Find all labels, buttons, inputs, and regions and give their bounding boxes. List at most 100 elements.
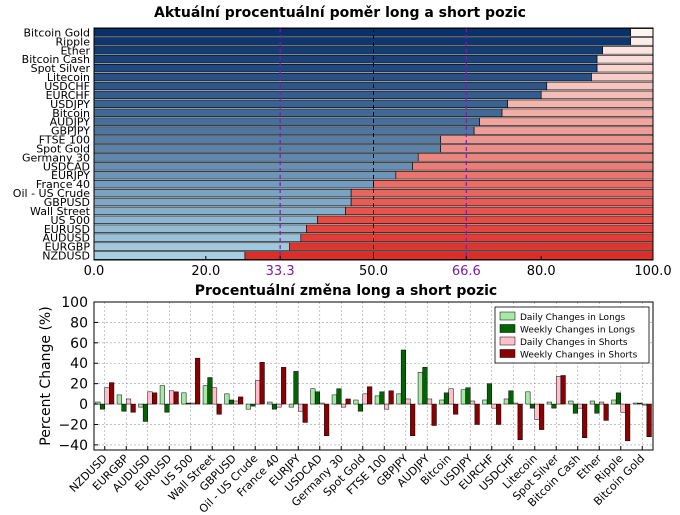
bar-weekly-changes-in-longs <box>551 403 557 409</box>
category-label: AUDUSD <box>42 232 90 245</box>
bar-weekly-changes-in-shorts <box>560 375 566 405</box>
short-bar <box>596 55 654 64</box>
bar-daily-changes-in-longs <box>568 400 574 405</box>
bar-weekly-changes-in-longs <box>379 391 385 405</box>
short-bar <box>350 188 654 198</box>
bar-weekly-changes-in-shorts <box>238 396 244 405</box>
bar-weekly-changes-in-shorts <box>388 390 394 405</box>
bar-daily-changes-in-longs <box>611 399 617 405</box>
long-bar <box>93 28 631 37</box>
bar-weekly-changes-in-longs <box>572 403 579 414</box>
bar-daily-changes-in-longs <box>396 393 402 405</box>
bar-daily-changes-in-shorts <box>104 387 110 405</box>
short-bar <box>507 99 654 109</box>
bar-daily-changes-in-longs <box>331 394 337 405</box>
long-bar <box>93 126 475 135</box>
bar-weekly-changes-in-longs <box>486 383 492 405</box>
bar-weekly-changes-in-longs <box>271 403 277 410</box>
bar-daily-changes-in-longs <box>482 399 488 405</box>
bar-daily-changes-in-shorts <box>620 403 626 413</box>
bar-daily-changes-in-longs <box>632 402 638 405</box>
long-bar <box>93 99 508 109</box>
bar-weekly-changes-in-longs <box>142 403 148 422</box>
bar-daily-changes-in-shorts <box>298 403 304 412</box>
bar-weekly-changes-in-shorts <box>539 403 545 430</box>
bar-weekly-changes-in-shorts <box>582 403 588 439</box>
bar-daily-changes-in-shorts <box>513 402 519 405</box>
long-bar <box>93 233 302 242</box>
top-chart-x-ticks: 0.0 20.0 33.3 50.0 66.6 80.0 100.0 <box>84 256 672 279</box>
long-bar <box>93 179 374 189</box>
long-bar <box>93 46 603 55</box>
long-bar <box>93 224 307 233</box>
bar-weekly-changes-in-shorts <box>646 403 652 437</box>
category-label: Bitcoin Gold <box>23 26 90 39</box>
bar-weekly-changes-in-longs <box>164 403 170 413</box>
short-bar <box>440 135 654 144</box>
long-bar <box>93 188 352 198</box>
short-bar <box>300 233 654 242</box>
bar-weekly-changes-in-shorts <box>453 403 459 415</box>
short-bar <box>317 215 654 225</box>
short-bar <box>395 171 654 180</box>
x-tick-label: 50.0 <box>359 264 388 279</box>
bar-weekly-changes-in-longs <box>293 371 299 405</box>
bar-weekly-changes-in-shorts <box>216 403 222 415</box>
long-bar <box>93 197 352 207</box>
bar-daily-changes-in-longs <box>525 391 531 405</box>
bar-weekly-changes-in-longs <box>465 387 471 405</box>
bar-weekly-changes-in-shorts <box>496 403 502 425</box>
legend-swatch <box>499 324 516 333</box>
x-tick-label: 33.3 <box>266 264 295 279</box>
bar-daily-changes-in-shorts <box>599 401 605 405</box>
category-label: EURGBP <box>45 241 91 254</box>
bar-weekly-changes-in-longs <box>529 403 536 409</box>
short-bar <box>373 179 654 189</box>
category-label: USDCHF <box>44 80 90 93</box>
bar-daily-changes-in-longs <box>224 393 230 405</box>
long-bar <box>93 206 346 216</box>
bar-weekly-changes-in-shorts <box>302 403 308 423</box>
y-tick-label: 0 <box>79 397 88 413</box>
long-bar <box>93 215 318 225</box>
bar-daily-changes-in-longs <box>546 401 552 405</box>
bar-daily-changes-in-shorts <box>405 398 411 405</box>
bar-daily-changes-in-shorts <box>491 403 497 409</box>
bar-daily-changes-in-shorts <box>362 393 368 405</box>
category-label: AUDJPY <box>50 116 91 129</box>
long-bar <box>93 171 397 180</box>
bar-weekly-changes-in-longs <box>443 392 449 405</box>
bar-weekly-changes-in-shorts <box>324 403 330 436</box>
bar-weekly-changes-in-shorts <box>173 391 179 405</box>
bar-weekly-changes-in-shorts <box>517 403 523 441</box>
long-bar <box>93 144 441 153</box>
category-label: EURCHF <box>46 89 90 102</box>
long-bar <box>93 242 290 251</box>
legend-label: Weekly Changes in Shorts <box>520 351 638 361</box>
long-bar <box>93 55 598 64</box>
bar-weekly-changes-in-shorts <box>431 403 437 426</box>
long-bar <box>93 153 419 162</box>
long-bar <box>93 135 441 144</box>
top-chart-bars <box>93 28 654 260</box>
bar-daily-changes-in-shorts <box>341 403 347 408</box>
short-bar <box>440 144 654 153</box>
long-bar <box>93 108 503 117</box>
short-bar <box>244 251 654 260</box>
legend-label: Daily Changes in Longs <box>520 313 625 323</box>
bar-daily-changes-in-longs <box>159 385 165 405</box>
bar-daily-changes-in-shorts <box>427 398 433 405</box>
bar-weekly-changes-in-longs <box>250 403 256 407</box>
legend-swatch <box>499 311 516 321</box>
x-tick-label: 66.6 <box>452 264 481 279</box>
category-label: Spot Gold <box>36 142 90 155</box>
y-tick-label: 60 <box>70 336 88 352</box>
category-label: EURJPY <box>51 169 90 182</box>
bottom-chart-frame <box>93 301 654 451</box>
bar-weekly-changes-in-longs <box>615 392 622 405</box>
bar-daily-changes-in-shorts <box>384 403 390 410</box>
top-chart-title: Aktuální procentuální poměr long a short… <box>154 5 526 21</box>
bar-weekly-changes-in-longs <box>594 403 600 414</box>
long-bar <box>93 72 592 82</box>
bar-daily-changes-in-longs <box>374 395 380 405</box>
